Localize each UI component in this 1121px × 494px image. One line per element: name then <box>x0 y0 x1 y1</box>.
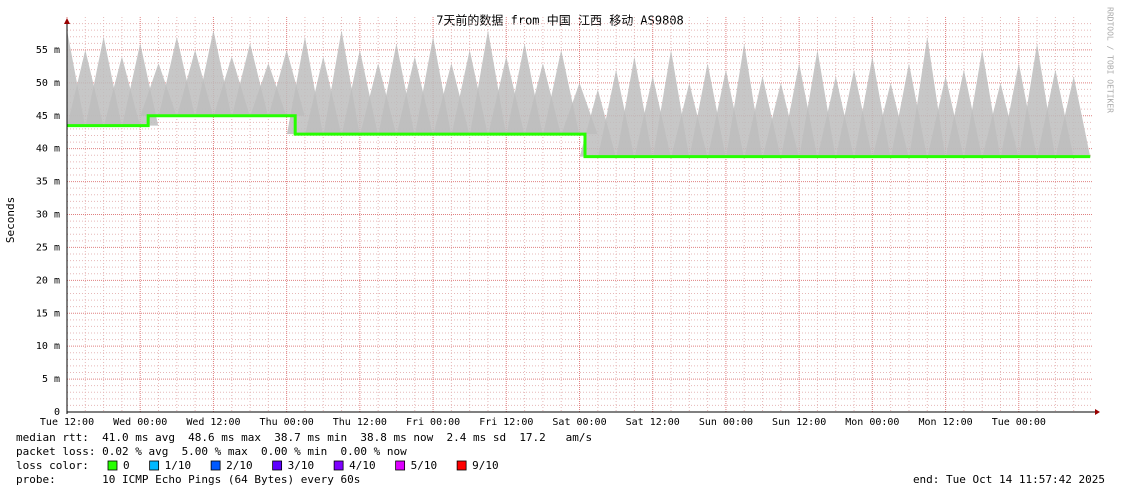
loss-swatch <box>395 460 406 471</box>
y-tick-label: 10 m <box>36 341 60 352</box>
loss-label: 0 <box>123 459 130 472</box>
y-tick-label: 30 m <box>36 210 60 221</box>
loss-label: 1/10 <box>165 459 192 472</box>
x-tick-label: Thu 00:00 <box>260 417 314 428</box>
y-tick-label: 45 m <box>36 111 60 122</box>
loss-swatch <box>456 460 467 471</box>
watermark: RRDTOOL / TOBI OETIKER <box>1106 7 1115 113</box>
x-tick-label: Wed 00:00 <box>113 417 167 428</box>
end-time: end: Tue Oct 14 11:57:42 2025 <box>913 473 1105 486</box>
loss-swatch <box>333 460 344 471</box>
stats-line: median rtt: 41.0 ms avg 48.6 ms max 38.7… <box>16 431 592 444</box>
axis-arrow <box>1095 409 1100 415</box>
loss-label: 5/10 <box>411 459 438 472</box>
y-tick-label: 25 m <box>36 242 60 253</box>
x-tick-label: Mon 00:00 <box>845 417 899 428</box>
loss-title: loss color: <box>16 459 89 472</box>
y-tick-label: 5 m <box>42 374 60 385</box>
loss-swatch <box>272 460 283 471</box>
x-tick-label: Fri 00:00 <box>406 417 460 428</box>
x-tick-label: Mon 12:00 <box>918 417 972 428</box>
axis-arrow <box>64 18 70 24</box>
x-tick-label: Wed 12:00 <box>186 417 240 428</box>
y-tick-label: 35 m <box>36 177 60 188</box>
probe: probe: 10 ICMP Echo Pings (64 Bytes) eve… <box>16 473 360 486</box>
smoke-spike <box>1055 76 1091 157</box>
x-tick-label: Tue 12:00 <box>40 417 94 428</box>
x-tick-label: Sat 00:00 <box>552 417 606 428</box>
x-tick-label: Tue 00:00 <box>992 417 1046 428</box>
stats-line: packet loss: 0.02 % avg 5.00 % max 0.00 … <box>16 445 407 458</box>
y-tick-label: 20 m <box>36 275 60 286</box>
y-tick-label: 50 m <box>36 78 60 89</box>
y-tick-label: 55 m <box>36 45 60 56</box>
loss-swatch <box>107 460 118 471</box>
x-tick-label: Sat 12:00 <box>626 417 680 428</box>
loss-swatch <box>210 460 221 471</box>
median-line <box>67 114 1091 159</box>
chart-title: 7天前的数据 from 中国 江西 移动 AS9808 <box>436 13 684 28</box>
y-tick-label: 0 <box>54 407 60 418</box>
loss-label: 2/10 <box>226 459 253 472</box>
x-tick-label: Thu 12:00 <box>333 417 387 428</box>
y-tick-label: 40 m <box>36 144 60 155</box>
x-tick-label: Sun 00:00 <box>699 417 753 428</box>
smoke-spike <box>561 82 598 135</box>
loss-label: 4/10 <box>349 459 376 472</box>
loss-label: 9/10 <box>472 459 499 472</box>
y-tick-label: 15 m <box>36 308 60 319</box>
y-axis-label: Seconds <box>4 197 17 243</box>
loss-swatch <box>149 460 160 471</box>
loss-label: 3/10 <box>288 459 315 472</box>
x-tick-label: Fri 12:00 <box>479 417 533 428</box>
x-tick-label: Sun 12:00 <box>772 417 826 428</box>
